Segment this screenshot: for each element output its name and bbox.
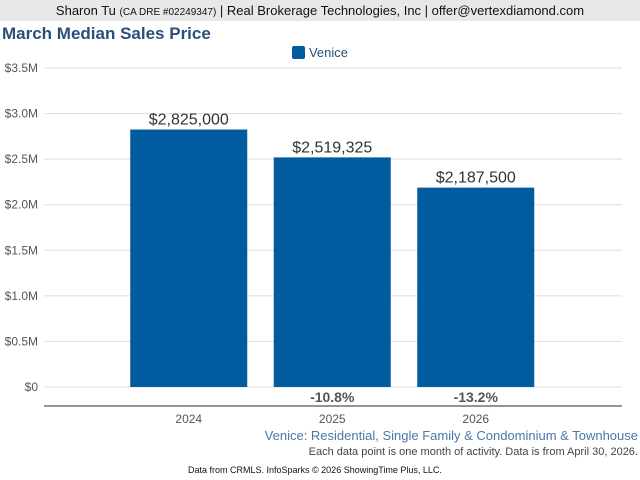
legend-swatch [291, 46, 305, 59]
chart-title: March Median Sales Price [2, 24, 211, 43]
agent-license: (CA DRE #02249347) [119, 7, 217, 18]
x-tick-label: 2024 [175, 412, 202, 426]
bar-2026 [417, 187, 535, 387]
y-tick-label: $1.0M [5, 289, 38, 303]
chart-subtitle: Venice: Residential, Single Family & Con… [264, 428, 638, 443]
y-tick-label: $3.5M [5, 61, 38, 75]
y-tick-label: $0.5M [5, 334, 38, 348]
y-tick-label: $3.0M [5, 107, 38, 121]
x-tick-label: 2025 [319, 412, 346, 426]
data-label: $2,519,325 [292, 139, 372, 156]
data-label: $2,187,500 [436, 170, 516, 187]
x-tick-label: 2026 [462, 412, 489, 426]
bar-chart: $0 $0.5M $1.0M $1.5M $2.0M $2.5M $3.0M $3.5M $2,… [5, 61, 622, 426]
bar-2024 [130, 129, 248, 387]
data-note: Each data point is one month of activity… [308, 446, 638, 458]
change-label: -10.8% [310, 389, 355, 405]
legend[interactable]: Venice [0, 45, 640, 60]
agent-name: Sharon Tu [55, 3, 116, 18]
agent-header: Sharon Tu (CA DRE #02249347) | Real Brok… [0, 0, 640, 21]
change-label: -13.2% [454, 389, 499, 405]
data-label: $2,825,000 [149, 112, 229, 129]
bar-2025 [273, 157, 391, 387]
agent-details: | Real Brokerage Technologies, Inc | off… [219, 3, 585, 18]
y-tick-label: $2.0M [5, 198, 38, 212]
footer-credit: Data from CRMLS. InfoSparks © 2026 Showi… [188, 465, 442, 475]
y-tick-label: $2.5M [5, 152, 38, 166]
y-tick-label: $1.5M [5, 243, 38, 257]
y-tick-label: $0 [25, 380, 39, 394]
legend-label: Venice [308, 45, 349, 60]
